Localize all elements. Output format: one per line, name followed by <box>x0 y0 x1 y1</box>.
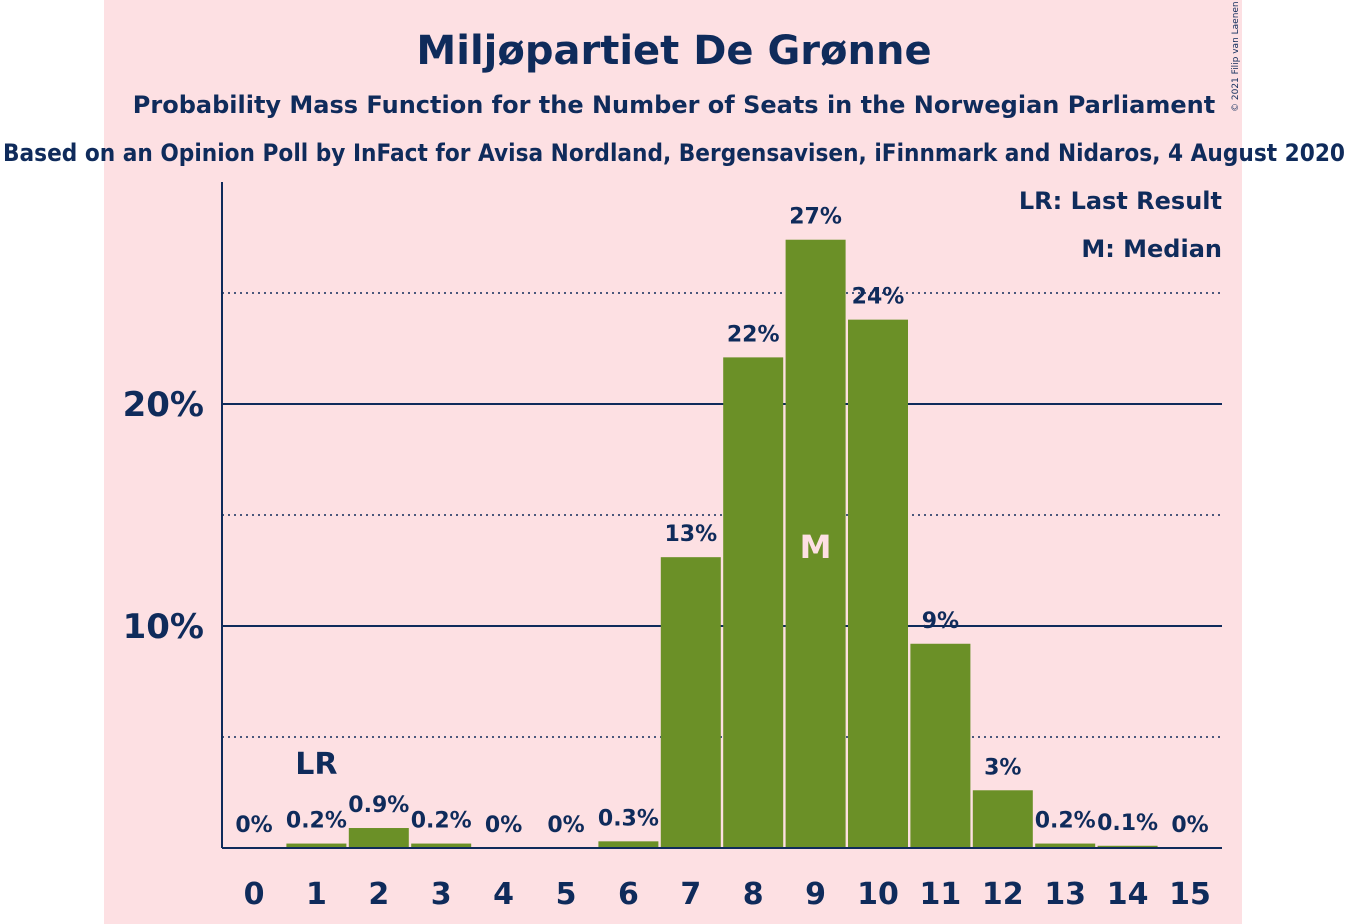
x-tick-label: 12 <box>982 877 1024 912</box>
x-tick-label: 0 <box>244 877 265 912</box>
data-label: 0.3% <box>598 806 659 831</box>
chart-source: Based on an Opinion Poll by InFact for A… <box>3 139 1345 167</box>
x-tick-label: 4 <box>493 877 514 912</box>
x-tick-label: 1 <box>306 877 327 912</box>
axes: 10% 20% <box>123 182 1222 849</box>
chart-subtitle: Probability Mass Function for the Number… <box>133 91 1215 119</box>
legend-median: M: Median <box>1081 235 1222 263</box>
x-tick-label: 5 <box>556 877 577 912</box>
data-label: 24% <box>852 285 905 310</box>
y-tick-label: 20% <box>123 385 204 425</box>
data-label: 3% <box>984 755 1021 780</box>
chart-title: Miljøpartiet De Grønne <box>416 28 931 74</box>
x-tick-label: 13 <box>1044 877 1086 912</box>
gridlines <box>222 292 1222 738</box>
data-label: 13% <box>664 522 717 547</box>
bar-9 <box>785 239 846 849</box>
data-label: 0.9% <box>348 793 409 818</box>
data-label: 0.2% <box>1035 809 1096 834</box>
x-tick-label: 15 <box>1169 877 1211 912</box>
x-tick-label: 8 <box>743 877 764 912</box>
last-result-marker: LR <box>295 747 337 782</box>
y-tick-label: 10% <box>123 607 204 647</box>
bar-7 <box>660 557 721 848</box>
data-label: 0.2% <box>286 809 347 834</box>
bar-6 <box>598 841 659 848</box>
data-label: 0% <box>1171 813 1208 838</box>
bar-2 <box>348 828 409 848</box>
bar-10 <box>848 319 908 848</box>
bar-11 <box>910 643 971 848</box>
x-tick-label: 3 <box>431 877 452 912</box>
bar-8 <box>723 357 784 848</box>
bar-14 <box>1097 845 1158 848</box>
x-tick-label: 2 <box>368 877 389 912</box>
legend-last-result: LR: Last Result <box>1019 187 1222 215</box>
median-marker: M <box>800 528 832 566</box>
data-label: 9% <box>922 609 959 634</box>
copyright-notice: © 2021 Filip van Laenen <box>1231 1 1241 112</box>
bar-12 <box>972 790 1033 848</box>
data-label: 0% <box>235 813 272 838</box>
data-label: 0.1% <box>1097 811 1158 836</box>
bar-13 <box>1035 843 1096 848</box>
data-label: 0% <box>485 813 522 838</box>
x-tick-label: 11 <box>920 877 962 912</box>
x-tick-label: 9 <box>805 877 826 912</box>
bar-3 <box>411 843 472 848</box>
data-label: 27% <box>789 205 842 230</box>
data-label: 0.2% <box>411 809 472 834</box>
x-tick-label: 7 <box>680 877 701 912</box>
x-tick-label: 14 <box>1107 877 1149 912</box>
data-label: 0% <box>547 813 584 838</box>
x-tick-label: 10 <box>857 877 899 912</box>
data-label: 22% <box>727 322 780 347</box>
bars <box>286 239 1158 849</box>
bar-1 <box>286 843 347 848</box>
data-labels: 0% 0 0.2% 1 0.9% 2 0.2% 3 0% 4 0% 5 0.3% 6 13% 7 22% 8 27%… <box>235 205 1211 912</box>
x-tick-label: 6 <box>618 877 639 912</box>
